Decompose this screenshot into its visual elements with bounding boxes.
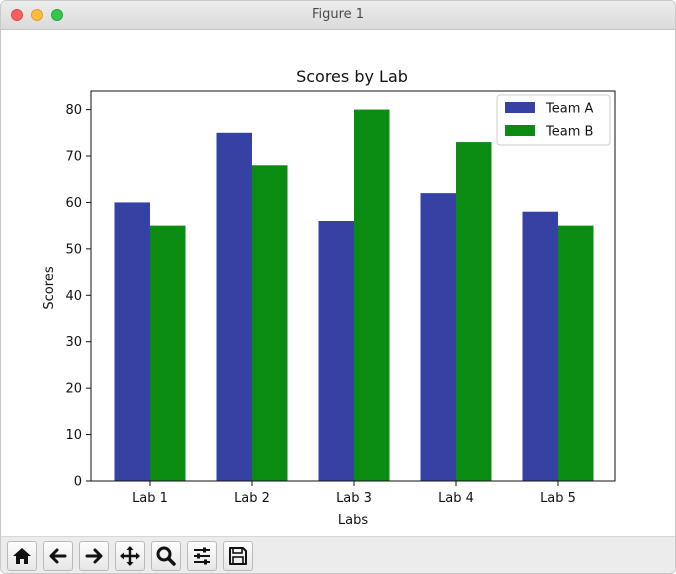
bar-chart: Scores by Lab 0 10 20 30 40 50 60 70 80 Lab 1 Lab …: [42, 67, 616, 528]
bar-series-a-1: [114, 202, 150, 481]
bar-series-a-2: [216, 132, 252, 481]
y-tick-label: 70: [65, 150, 82, 165]
move-icon: [120, 546, 140, 566]
bar-series-a-5: [522, 211, 558, 481]
bar-series-b-4: [456, 142, 492, 482]
x-tick-label: Lab 4: [438, 491, 474, 506]
y-tick-label: 30: [65, 335, 82, 350]
bar-series-b-3: [354, 109, 390, 482]
axes-group: 0 10 20 30 40 50 60 70 80 Lab 1 Lab 2 Lab 3 Lab 4 Lab…: [65, 90, 616, 506]
title-bar: Figure 1: [1, 1, 675, 30]
y-tick-label: 80: [65, 103, 82, 118]
close-window-button[interactable]: [11, 9, 23, 21]
x-tick-label: Lab 2: [234, 491, 270, 506]
y-tick-label: 10: [65, 428, 82, 443]
home-icon: [13, 548, 31, 564]
y-axis-label: Scores: [42, 266, 57, 309]
zoom-button[interactable]: [151, 541, 181, 571]
floppy-disk-icon: [229, 547, 247, 565]
axes-frame: [90, 90, 616, 482]
y-tick-label: 60: [65, 196, 82, 211]
save-button[interactable]: [223, 541, 253, 571]
window-title: Figure 1: [311, 7, 365, 22]
forward-button[interactable]: [79, 541, 109, 571]
legend-swatch: [505, 102, 535, 113]
home-button[interactable]: [7, 541, 37, 571]
configure-subplots-button[interactable]: [187, 541, 217, 571]
minimize-window-button[interactable]: [31, 9, 43, 21]
magnifier-icon: [156, 546, 176, 566]
y-tick-label: 20: [65, 382, 82, 397]
arrow-left-icon: [49, 548, 67, 564]
back-button[interactable]: [43, 541, 73, 571]
bar-series-a-3: [318, 221, 354, 481]
navigation-toolbar: [1, 536, 675, 573]
x-axis-label: Labs: [338, 513, 368, 528]
arrow-right-icon: [85, 548, 103, 564]
y-tick-label: 40: [65, 289, 82, 304]
legend: Team A Team B: [496, 94, 611, 146]
pan-button[interactable]: [115, 541, 145, 571]
x-tick-label: Lab 1: [132, 491, 168, 506]
bars-group: [114, 109, 594, 482]
bar-series-b-5: [558, 225, 594, 481]
legend-swatch: [505, 125, 535, 136]
y-tick-label: 0: [74, 475, 82, 490]
legend-label: Team B: [545, 125, 593, 140]
maximize-window-button[interactable]: [51, 9, 63, 21]
legend-label: Team A: [545, 102, 593, 117]
y-tick-label: 50: [65, 242, 82, 257]
sliders-icon: [194, 547, 210, 565]
bar-series-b-2: [252, 165, 288, 482]
bar-series-a-4: [420, 193, 456, 481]
bar-series-b-1: [150, 225, 186, 481]
x-tick-label: Lab 5: [540, 491, 576, 506]
chart-title: Scores by Lab: [296, 67, 408, 86]
x-tick-label: Lab 3: [336, 491, 372, 506]
